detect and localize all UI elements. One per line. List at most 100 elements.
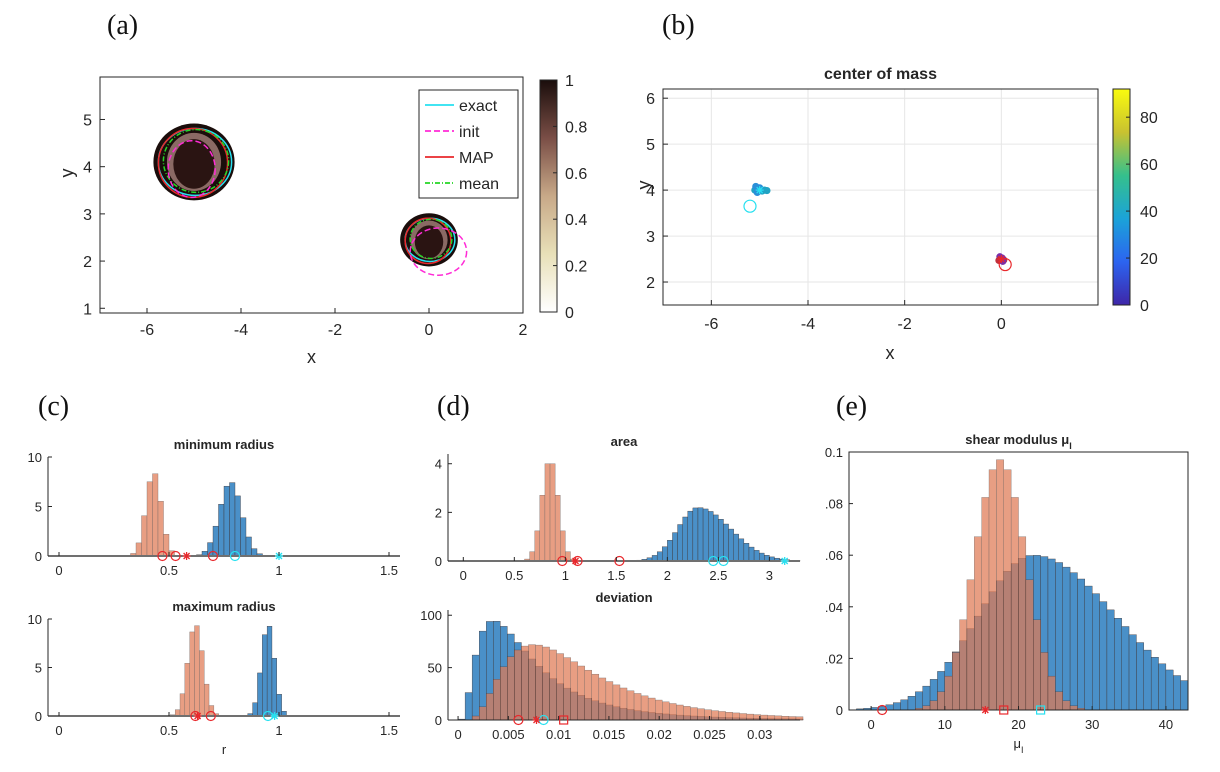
marker-circle-red [205,710,216,722]
y-tick-label: 100 [420,608,442,623]
bar-orange [612,684,621,721]
legend-label-mean: mean [459,176,499,193]
bar-blue [234,495,241,557]
x-tick-label: 0 [425,322,434,339]
bar-blue [218,504,225,557]
bar-blue [677,524,683,562]
bar-blue [759,552,765,562]
x-tick-label: 1 [275,563,282,578]
bar-orange [605,681,614,721]
bar-blue [1069,572,1078,711]
bar-blue [697,507,704,562]
y-tick-label: 0 [435,713,442,728]
bar-blue [1077,578,1086,711]
right-cluster-exact [997,255,1006,264]
x-tick-label: 0.02 [647,727,672,742]
legend-box [418,89,519,199]
bar-blue [682,516,688,562]
bar-blue [893,702,901,711]
y-tick-label: 0.1 [825,445,843,460]
bar-orange [981,497,990,711]
bar-blue [471,654,480,721]
x-tick-label: 3 [766,568,773,583]
marker-star-red [193,712,202,720]
marker-star-cyan [270,712,279,720]
bar-orange [788,716,797,721]
bar-orange [662,701,670,721]
x-tick-label: -2 [328,322,342,339]
marker-circle-cyan [229,550,241,562]
bar-blue [1062,566,1071,711]
bar-blue [1099,601,1108,711]
chart-title: maximum radius [172,599,275,614]
bar-orange [184,663,190,717]
bar-blue [733,533,739,562]
bar-blue [266,626,273,717]
bar-orange [676,704,684,721]
panel-c-maximum-radius: maximum radius 0 0.5 1 1.5 0 5 10 r [28,599,400,757]
bar-orange [1010,497,1019,711]
colorbar-tick-label: 0.2 [565,259,587,276]
marker-circle-red [157,550,168,562]
bar-orange [189,631,195,717]
x-axis-label: r [222,742,227,757]
colorbar-tick-label: 0 [1140,298,1149,315]
bar-orange [521,645,529,721]
bar-blue [223,485,230,557]
bar-blue [1114,618,1122,711]
bar-orange [471,715,480,721]
y-tick-label: 5 [646,137,655,154]
x-tick-label: 30 [1085,717,1099,732]
x-tick-label: -2 [898,316,912,333]
bar-orange [711,710,719,721]
bar-orange [152,473,159,557]
bar-orange [974,536,982,711]
bar-orange [640,695,649,721]
colorbar-tick-label: 1 [565,73,574,90]
bar-orange [767,715,776,721]
panel-label-b: (b) [662,10,695,41]
bar-orange [1040,652,1049,711]
marker-square-cyan [1036,705,1046,715]
y-tick-label: 0 [836,703,843,718]
bar-orange [683,706,691,721]
chart-title: center of mass [824,66,937,83]
bar-orange [725,712,733,721]
x-tick-label: 0.025 [693,727,726,742]
y-tick-label: 10 [28,450,42,465]
marker-circle-red [557,555,568,567]
bar-orange [704,709,712,721]
bar-orange [922,705,931,711]
bar-orange [697,708,705,721]
x-tick-label: 1.5 [607,568,625,583]
x-tick-label: 40 [1159,717,1173,732]
x-tick-label: 1.5 [380,723,398,738]
series-orange [170,625,219,717]
marker-star-red [532,716,541,724]
x-tick-label: 1.5 [380,563,398,578]
bar-orange [493,679,501,721]
xlabel-subscript: I [1021,745,1024,755]
bar-blue [907,696,916,711]
x-tick-label: -6 [140,322,154,339]
bar-orange [718,711,726,721]
bar-orange [1055,691,1063,711]
bar-blue [464,692,473,721]
series-orange [130,473,181,557]
colorbar-tick-label: 60 [1140,157,1158,174]
y-tick-label: 10 [28,612,42,627]
bar-orange [556,653,564,721]
bar-blue [245,536,252,557]
bar-blue [915,691,923,711]
bar-blue [743,543,750,562]
marker-circle-cyan [718,555,729,567]
bar-orange [146,481,153,557]
bar-blue [271,658,277,717]
marker-star-red [571,557,580,565]
inclusion-2-init [409,227,468,276]
y-tick-label: 4 [646,183,655,200]
y-tick-label: 5 [35,661,42,676]
bar-orange [937,691,945,711]
bar-orange [549,649,557,721]
x-tick-label: 0 [55,563,62,578]
